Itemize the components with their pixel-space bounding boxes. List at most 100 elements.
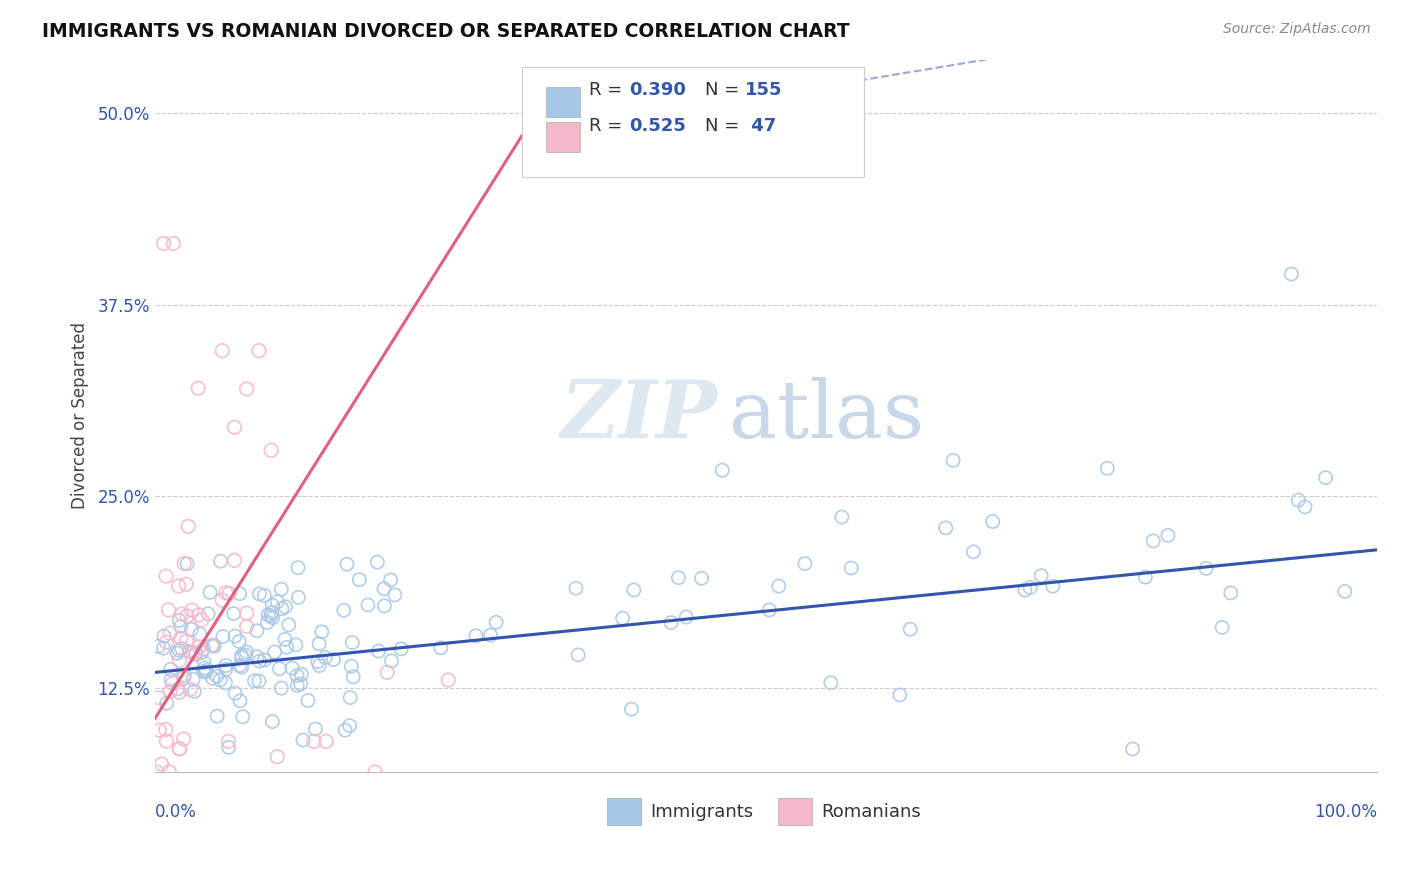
- Point: [211, 593, 233, 607]
- Point: [380, 654, 402, 668]
- Point: [253, 653, 276, 667]
- Point: [1019, 581, 1042, 595]
- Bar: [546, 87, 581, 117]
- Point: [152, 236, 174, 251]
- Point: [188, 627, 211, 641]
- Point: [1333, 584, 1355, 599]
- Point: [233, 648, 256, 662]
- Point: [159, 662, 181, 676]
- Point: [711, 463, 734, 477]
- Point: [839, 561, 862, 575]
- Point: [333, 603, 356, 617]
- Y-axis label: Divorced or Separated: Divorced or Separated: [72, 322, 89, 509]
- Point: [274, 599, 297, 614]
- Point: [176, 608, 198, 623]
- Point: [304, 722, 326, 736]
- Point: [336, 558, 359, 572]
- Point: [1157, 528, 1180, 542]
- Point: [205, 669, 228, 683]
- Point: [1294, 500, 1316, 514]
- Point: [180, 623, 202, 637]
- Point: [167, 579, 190, 593]
- Point: [322, 652, 344, 666]
- Point: [690, 571, 713, 585]
- Point: [162, 676, 184, 690]
- Point: [187, 607, 209, 622]
- Text: ZIP: ZIP: [560, 377, 717, 455]
- Point: [170, 631, 193, 645]
- Point: [193, 656, 215, 670]
- Point: [162, 236, 184, 251]
- Point: [179, 644, 201, 658]
- Point: [150, 757, 173, 772]
- Point: [1122, 742, 1144, 756]
- Point: [935, 521, 957, 535]
- Point: [277, 617, 299, 632]
- Point: [962, 545, 984, 559]
- Point: [263, 645, 285, 659]
- Point: [675, 610, 697, 624]
- Point: [181, 646, 204, 660]
- Point: [260, 608, 283, 623]
- Point: [342, 670, 364, 684]
- Point: [366, 555, 388, 569]
- Text: Source: ZipAtlas.com: Source: ZipAtlas.com: [1223, 22, 1371, 37]
- Text: R =: R =: [589, 81, 628, 99]
- Point: [565, 582, 588, 596]
- Point: [167, 685, 190, 699]
- Point: [668, 571, 690, 585]
- Point: [173, 557, 195, 571]
- Point: [184, 648, 207, 662]
- Point: [231, 650, 253, 665]
- Point: [201, 671, 224, 685]
- Point: [262, 599, 284, 613]
- Point: [357, 598, 380, 612]
- Point: [768, 579, 790, 593]
- Point: [1097, 461, 1119, 475]
- Point: [373, 582, 395, 596]
- Text: N =: N =: [704, 81, 745, 99]
- Point: [194, 665, 217, 679]
- Point: [276, 640, 298, 655]
- Point: [1042, 579, 1064, 593]
- Point: [389, 641, 412, 656]
- Point: [311, 624, 333, 639]
- Point: [229, 694, 252, 708]
- Point: [302, 734, 325, 748]
- Point: [1315, 471, 1337, 485]
- Point: [211, 343, 233, 358]
- Point: [222, 607, 245, 621]
- Point: [247, 343, 270, 358]
- Point: [247, 587, 270, 601]
- Point: [373, 599, 395, 613]
- Point: [148, 723, 170, 738]
- Text: 47: 47: [745, 117, 776, 135]
- Point: [198, 585, 221, 599]
- Point: [195, 663, 218, 677]
- Point: [193, 642, 215, 657]
- Point: [315, 734, 337, 748]
- Point: [889, 688, 911, 702]
- Point: [197, 607, 219, 621]
- Point: [194, 661, 217, 675]
- Point: [167, 643, 190, 657]
- Point: [1135, 570, 1157, 584]
- Point: [173, 668, 195, 682]
- Point: [157, 764, 180, 779]
- Point: [262, 611, 284, 625]
- Point: [167, 681, 190, 696]
- Point: [270, 681, 292, 696]
- Point: [169, 742, 191, 756]
- Point: [188, 640, 211, 654]
- Point: [218, 586, 240, 600]
- Point: [260, 606, 283, 620]
- Bar: [546, 122, 581, 153]
- Point: [174, 577, 197, 591]
- Point: [342, 635, 364, 649]
- Point: [155, 569, 177, 583]
- Point: [1142, 533, 1164, 548]
- Point: [567, 648, 589, 662]
- Point: [173, 731, 195, 746]
- Point: [229, 658, 252, 673]
- Point: [307, 655, 329, 669]
